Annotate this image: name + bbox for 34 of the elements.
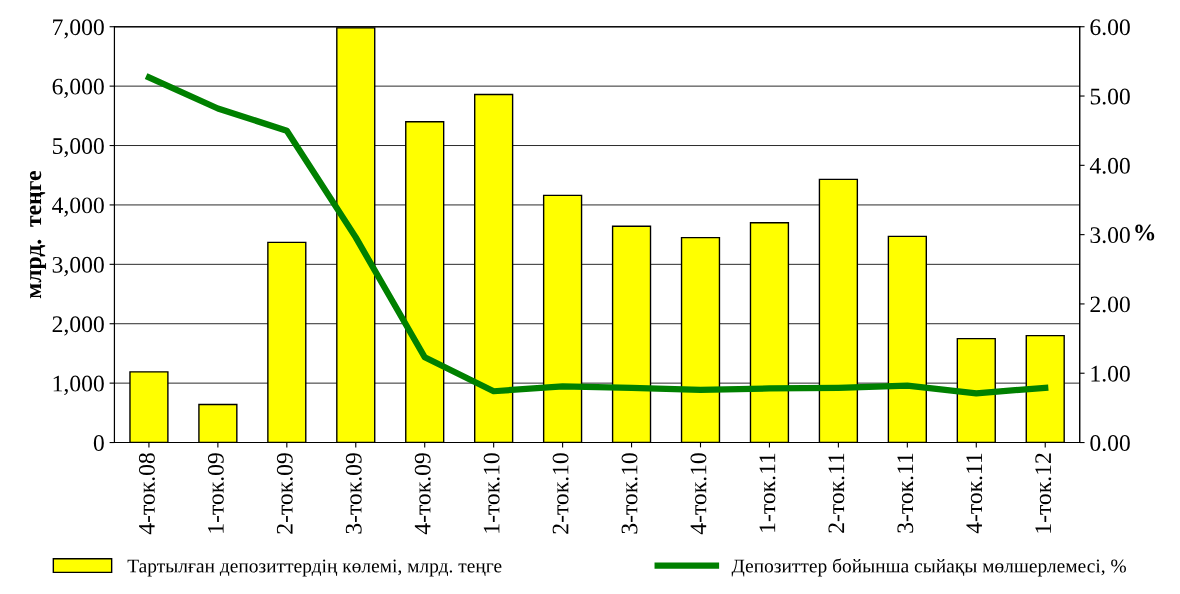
y2-tick-label: 4.00 (1089, 157, 1130, 174)
y-tick-label: 3,000 (52, 256, 104, 277)
y2-tick-label: 0.00 (1090, 435, 1130, 452)
x-tick-label: 3-ток.11 (897, 453, 914, 533)
y-tick-label: 0 (93, 435, 104, 451)
x-tick-label: 2-ток.09 (276, 453, 293, 534)
x-tick-label: 1-ток.11 (759, 453, 776, 532)
y2-tick-label: 1.00 (1091, 365, 1130, 382)
x-tick-label: 2-ток.11 (828, 453, 845, 533)
y2-tick-label: 6.00 (1090, 19, 1130, 36)
y-tick-label: 6,000 (52, 78, 104, 98)
y-axis-title: млрд. теңге (29, 171, 47, 299)
y-tick-label: 7,000 (53, 19, 104, 39)
x-tick-label: 4-ток.08 (138, 453, 155, 535)
x-tick-label: 1-ток.12 (1035, 453, 1052, 533)
x-tick-label: 4-ток.10 (690, 453, 707, 535)
x-tick-label: 1-ток.10 (483, 453, 500, 533)
y2-tick-label: 3.00 (1090, 227, 1130, 244)
y-tick-label: 1,000 (53, 375, 104, 395)
bar (198, 403, 238, 443)
x-tick-label: 4-ток.11 (966, 453, 983, 534)
legend-label: Тартылған депозиттердің көлемі, млрд. теңге (127, 559, 502, 577)
legend-label: Депозиттер бойынша сыйақы мөлшерлемесі, % (731, 558, 1126, 577)
x-tick-label: 4-ток.09 (414, 453, 431, 535)
y-tick-label: 5,000 (52, 138, 104, 158)
y-tick-label: 4,000 (52, 197, 104, 217)
x-tick-label: 1-ток.09 (207, 453, 224, 533)
y2-tick-label: 2.00 (1090, 296, 1130, 313)
y-tick-label: 2,000 (52, 316, 104, 336)
x-tick-label: 3-ток.10 (621, 453, 638, 534)
x-tick-label: 2-ток.10 (552, 453, 569, 534)
x-tick-label: 3-ток.09 (345, 453, 362, 534)
y2-tick-label: 5.00 (1090, 88, 1130, 105)
y2-axis-title: % (1135, 224, 1155, 241)
